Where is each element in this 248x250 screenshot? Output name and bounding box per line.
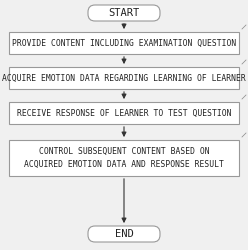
- Bar: [9, 102, 239, 124]
- Text: RECEIVE RESPONSE OF LEARNER TO TEST QUESTION: RECEIVE RESPONSE OF LEARNER TO TEST QUES…: [17, 108, 231, 118]
- Text: END: END: [115, 229, 133, 239]
- Text: S12: S12: [247, 56, 248, 64]
- Bar: [9, 32, 239, 54]
- FancyBboxPatch shape: [88, 5, 160, 21]
- Text: START: START: [108, 8, 140, 18]
- Text: ACQUIRE EMOTION DATA REGARDING LEARNING OF LEARNER: ACQUIRE EMOTION DATA REGARDING LEARNING …: [2, 74, 246, 82]
- Text: S11: S11: [247, 20, 248, 30]
- Text: S13: S13: [247, 90, 248, 100]
- Bar: [9, 140, 239, 176]
- Text: S14: S14: [247, 128, 248, 138]
- Bar: [9, 67, 239, 89]
- Text: PROVIDE CONTENT INCLUDING EXAMINATION QUESTION: PROVIDE CONTENT INCLUDING EXAMINATION QU…: [12, 38, 236, 48]
- FancyBboxPatch shape: [88, 226, 160, 242]
- Text: CONTROL SUBSEQUENT CONTENT BASED ON
ACQUIRED EMOTION DATA AND RESPONSE RESULT: CONTROL SUBSEQUENT CONTENT BASED ON ACQU…: [24, 146, 224, 170]
